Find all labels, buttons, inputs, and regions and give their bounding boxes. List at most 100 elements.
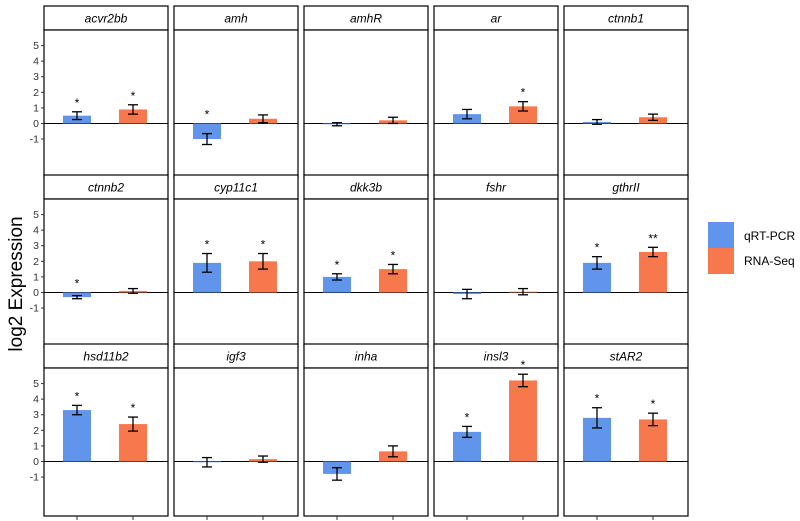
strip-label-insl3: insl3 <box>484 350 509 364</box>
significance-star2-qrt-pcr: * <box>595 392 600 406</box>
strip-acvr2bb <box>43 5 169 31</box>
error-bar-ar-qrt-pcr <box>462 108 472 120</box>
error-bar-insl3-rna-seq <box>518 373 528 388</box>
error-bar-ctnnb2-rna-seq <box>128 287 138 294</box>
plot-area-ar <box>433 29 559 179</box>
panel-gthrii: gthrII*** <box>563 174 689 348</box>
significance-insl3-rna-seq: * <box>521 358 526 372</box>
error-bar-ar-rna-seq <box>518 101 528 112</box>
y-tick-label: 5 <box>33 40 39 52</box>
error-bar-fshr-qrt-pcr <box>462 288 472 300</box>
error-bar-ctnnb1-qrt-pcr <box>592 118 602 125</box>
panel-inha: inha <box>303 343 429 520</box>
plot-area-gthrii <box>563 198 689 348</box>
y-tick-label: 5 <box>33 378 39 390</box>
error-bar-star2-rna-seq <box>648 412 658 427</box>
plot-area-ctnnb2 <box>43 198 169 348</box>
y-tick-label: 3 <box>33 409 39 421</box>
significance-ar-rna-seq: * <box>521 86 526 100</box>
y-tick-label: 5 <box>33 209 39 221</box>
error-bar-igf3-qrt-pcr <box>202 456 212 468</box>
error-bar-insl3-qrt-pcr <box>462 425 472 438</box>
panel-ctnnb2: ctnnb2 -1 0 1 2 3 4 5 * <box>30 174 169 348</box>
error-bar-amh-qrt-pcr <box>202 132 212 146</box>
strip-label-inha: inha <box>355 350 378 364</box>
plot-area-hsd11b2 <box>43 367 169 517</box>
error-bar-inha-rna-seq <box>388 445 398 458</box>
strip-dkk3b <box>303 174 429 200</box>
plot-area-amhr <box>303 29 429 179</box>
error-bar-amhr-rna-seq <box>388 116 398 125</box>
plot-area-inha <box>303 367 429 517</box>
error-bar-ctnnb1-rna-seq <box>648 113 658 122</box>
strip-label-fshr: fshr <box>486 181 507 195</box>
panel-insl3: insl3 * * <box>433 343 559 520</box>
y-tick-label: 1 <box>33 102 39 114</box>
strip-label-hsd11b2: hsd11b2 <box>83 350 128 364</box>
strip-igf3 <box>173 343 299 369</box>
panel-ctnnb1: ctnnb1 <box>563 5 689 179</box>
plot-area-insl3 <box>433 367 559 517</box>
bar-dkk3b-rna-seq <box>379 269 407 293</box>
panel-fshr: fshr <box>433 174 559 348</box>
error-bar-star2-qrt-pcr <box>592 407 602 429</box>
strip-label-gthrii: gthrII <box>612 181 640 195</box>
strip-label-ctnnb1: ctnnb1 <box>608 12 644 26</box>
y-tick-label: 1 <box>33 271 39 283</box>
strip-gthrii <box>563 174 689 200</box>
plot-area-dkk3b <box>303 198 429 348</box>
strip-cyp11c1 <box>173 174 299 200</box>
significance-dkk3b-qrt-pcr: * <box>335 258 340 272</box>
error-bar-acvr2bb-qrt-pcr <box>72 111 82 121</box>
bar-ar-rna-seq <box>509 106 537 124</box>
y-tick-label: 4 <box>33 394 39 406</box>
plot-area-cyp11c1 <box>173 198 299 348</box>
legend: qRT-PCR RNA-Seq <box>708 222 795 274</box>
panel-star2: stAR2 * * <box>563 343 689 520</box>
panel-igf3: igf3 <box>173 343 299 520</box>
panel-ar: ar * <box>433 5 559 179</box>
error-bar-amh-rna-seq <box>258 114 268 124</box>
strip-label-dkk3b: dkk3b <box>350 181 382 195</box>
bar-hsd11b2-qrt-pcr <box>63 410 91 462</box>
bar-acvr2bb-rna-seq <box>119 109 147 124</box>
bar-amh-qrt-pcr <box>193 123 221 140</box>
panel-acvr2bb: acvr2bb -1 0 1 2 3 4 5 * * <box>30 5 169 179</box>
strip-label-cyp11c1: cyp11c1 <box>214 181 258 195</box>
significance-hsd11b2-rna-seq: * <box>131 401 136 415</box>
plot-area-ctnnb1 <box>563 29 689 179</box>
y-tick-label: -1 <box>30 303 39 315</box>
plot-area-igf3 <box>173 367 299 517</box>
panel-hsd11b2: hsd11b2 -1 0 1 2 3 4 5 * * <box>30 343 169 520</box>
bar-dkk3b-qrt-pcr <box>323 276 351 293</box>
legend-swatch-qrt-pcr <box>708 222 734 248</box>
error-bar-inha-qrt-pcr <box>332 467 342 481</box>
strip-label-ar: ar <box>491 12 503 26</box>
significance-acvr2bb-qrt-pcr: * <box>75 96 80 110</box>
significance-gthrii-rna-seq: ** <box>648 231 658 245</box>
bar-insl3-rna-seq <box>509 380 537 462</box>
y-tick-label: -1 <box>30 134 39 146</box>
plot-area-star2 <box>563 367 689 517</box>
strip-label-ctnnb2: ctnnb2 <box>88 181 124 195</box>
strip-ar <box>433 5 559 31</box>
error-bar-cyp11c1-rna-seq <box>258 252 268 270</box>
error-bar-gthrii-rna-seq <box>648 246 658 258</box>
y-axis-label: log2 Expression <box>6 216 27 351</box>
y-tick-label: 3 <box>33 240 39 252</box>
panel-amh: amh * <box>173 5 299 179</box>
significance-insl3-qrt-pcr: * <box>465 410 470 424</box>
panel-dkk3b: dkk3b * * <box>303 174 429 348</box>
significance-hsd11b2-qrt-pcr: * <box>75 389 80 403</box>
error-bar-ctnnb2-qrt-pcr <box>72 294 82 300</box>
significance-cyp11c1-rna-seq: * <box>261 238 266 252</box>
significance-ctnnb2-qrt-pcr: * <box>75 276 80 290</box>
y-tick-label: 3 <box>33 71 39 83</box>
bar-gthrii-rna-seq <box>639 251 667 293</box>
strip-fshr <box>433 174 559 200</box>
significance-acvr2bb-rna-seq: * <box>131 89 136 103</box>
y-tick-label: 2 <box>33 425 39 437</box>
significance-star2-rna-seq: * <box>651 397 656 411</box>
